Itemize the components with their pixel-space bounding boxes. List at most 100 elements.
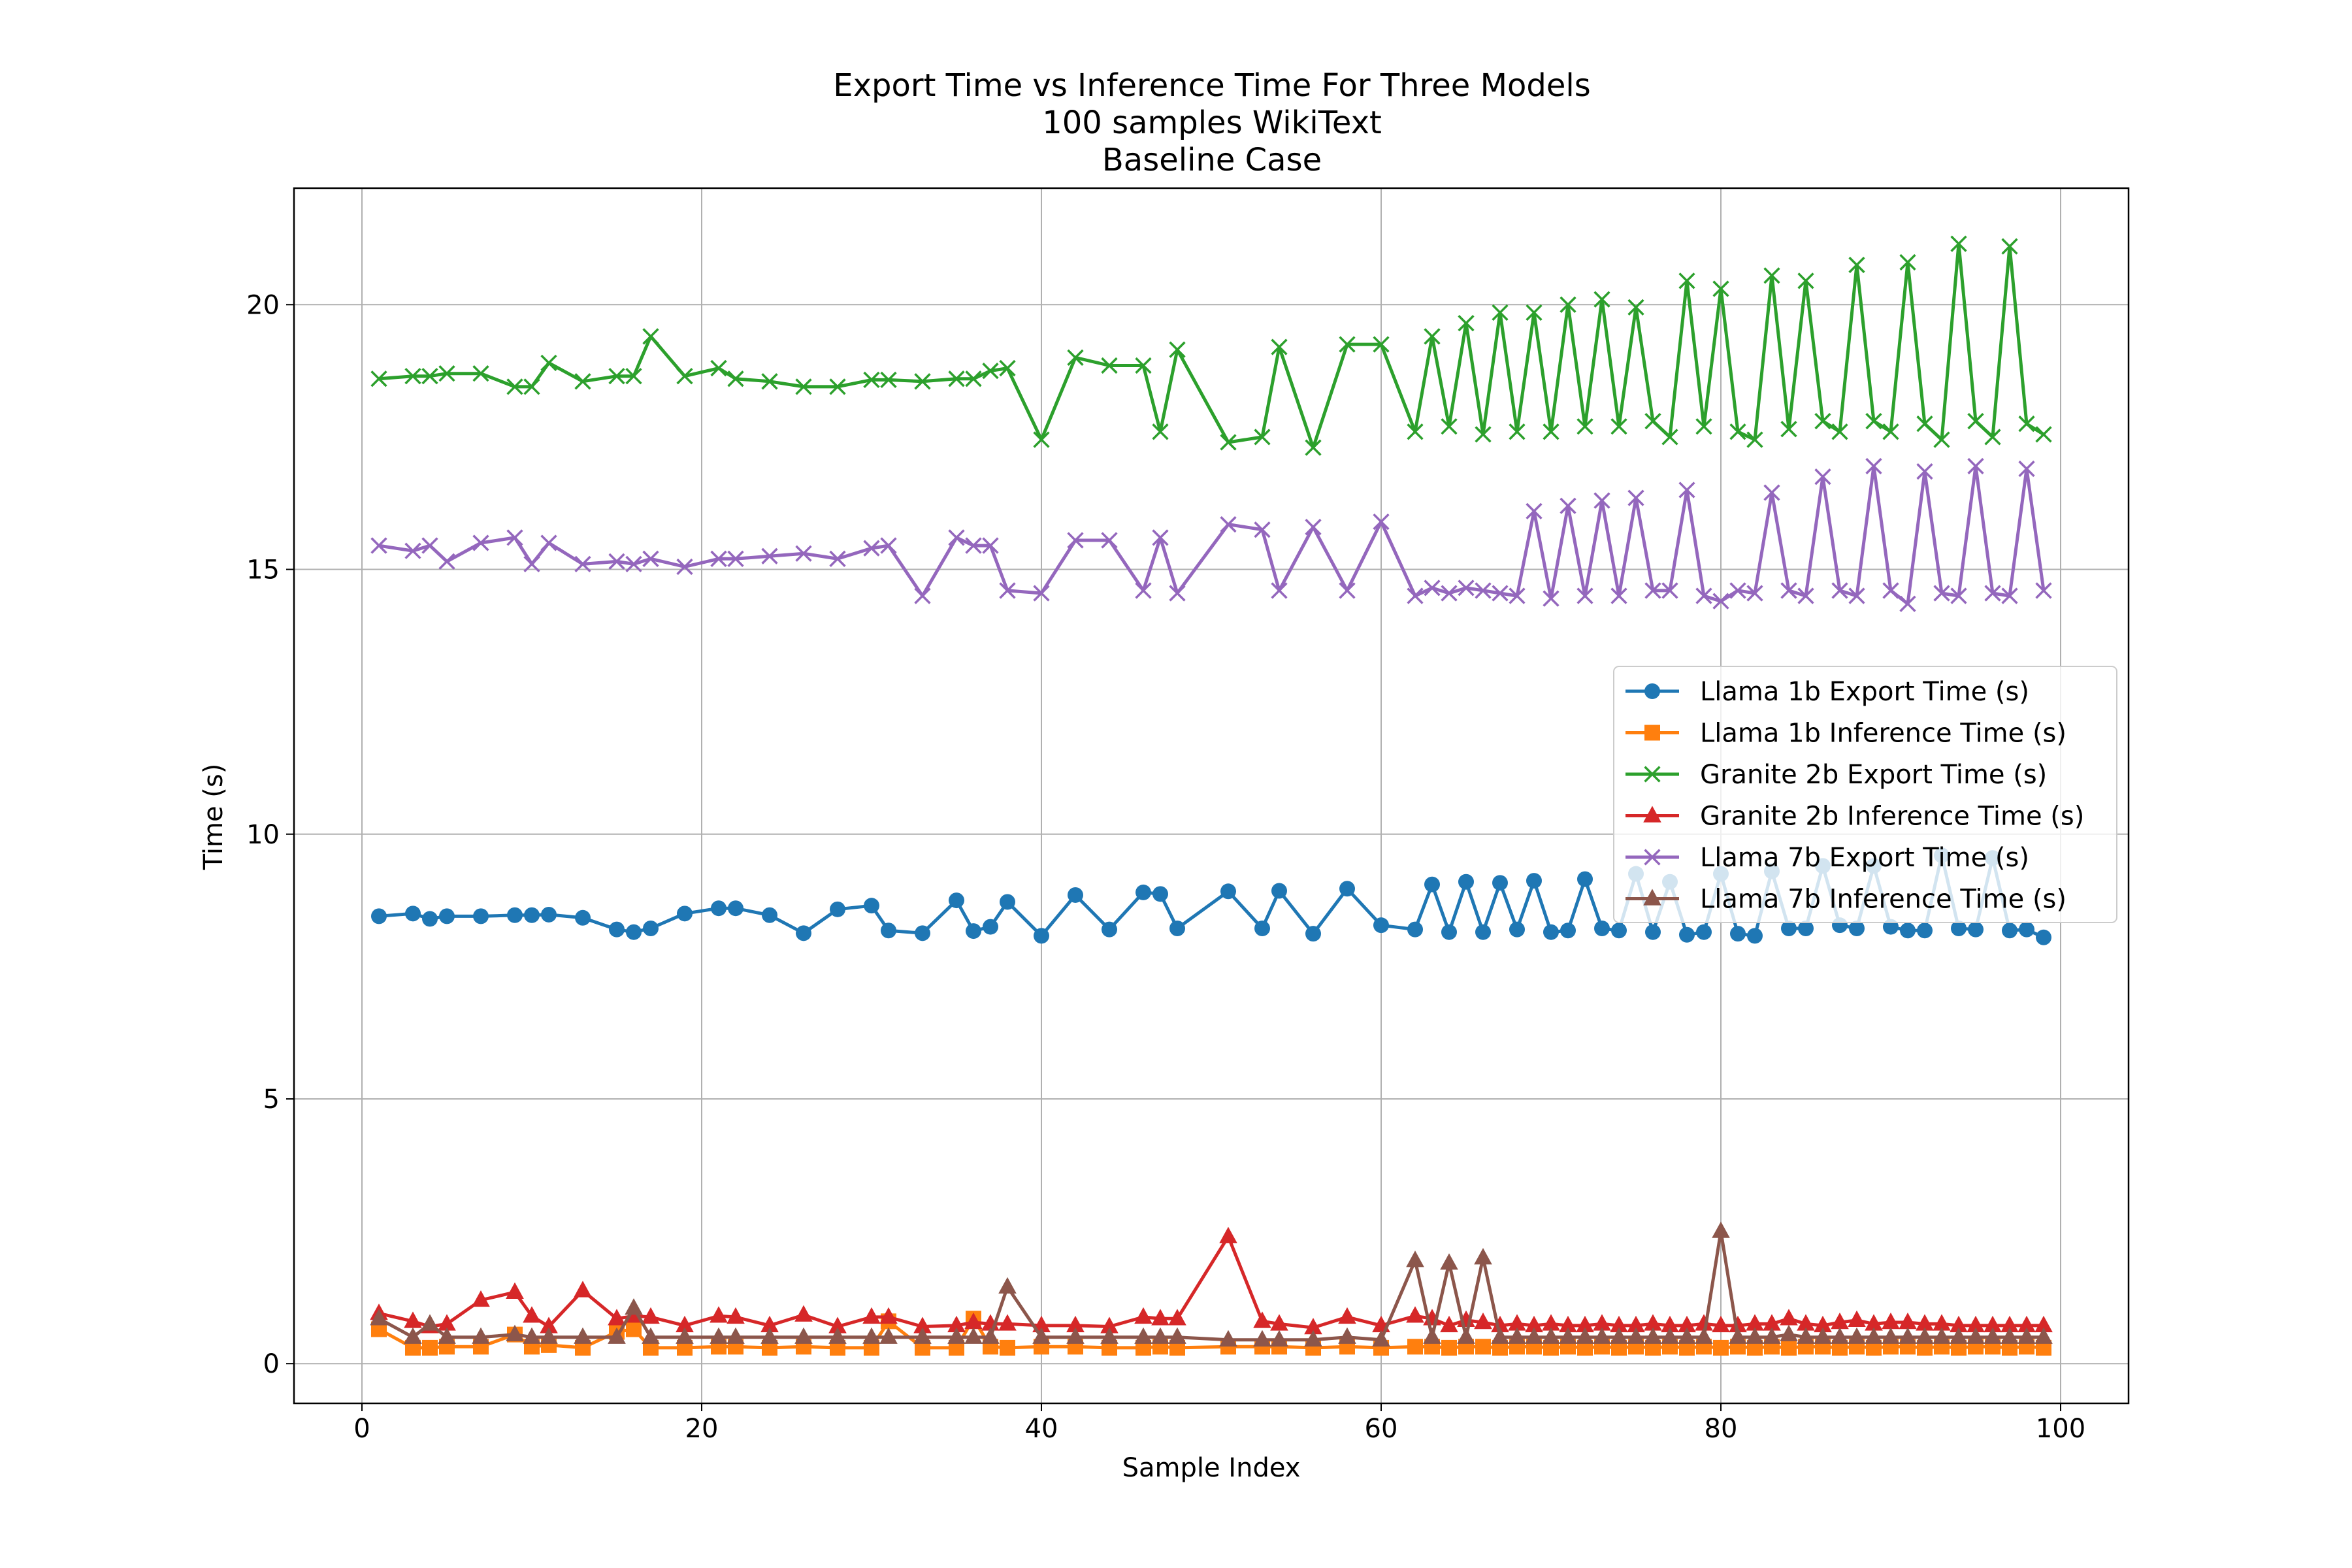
data-point (1491, 1315, 1509, 1333)
data-point (1593, 1314, 1611, 1331)
data-point (1661, 582, 1678, 599)
data-point (1034, 928, 1049, 944)
data-point (1441, 924, 1457, 940)
data-point (879, 1307, 898, 1324)
data-point (574, 1281, 592, 1298)
data-point (1134, 1307, 1152, 1324)
data-point (1933, 1327, 1951, 1344)
data-point (1831, 1327, 1849, 1344)
data-point (1984, 1327, 2002, 1344)
data-point (1763, 1327, 1781, 1344)
data-point (1984, 429, 2001, 446)
data-point (523, 1306, 541, 1323)
data-point (727, 1327, 745, 1344)
data-point (1933, 1314, 1951, 1331)
data-point (1407, 921, 1423, 938)
data-point (1305, 926, 1321, 942)
data-point (438, 1314, 456, 1331)
data-point (1610, 418, 1627, 435)
data-point (760, 1327, 779, 1344)
data-point (1967, 412, 1984, 430)
series-3 (370, 1226, 2053, 1335)
data-point (1678, 1327, 1696, 1344)
data-point (794, 1327, 813, 1344)
data-point (1712, 593, 1729, 610)
data-point (1695, 1314, 1713, 1331)
data-point (1593, 492, 1610, 509)
legend-marker (1644, 683, 1660, 699)
data-point (676, 368, 693, 385)
data-point (1679, 926, 1695, 943)
data-point (1984, 1315, 2002, 1333)
data-point (1440, 1253, 1458, 1270)
data-point (422, 1339, 438, 1356)
data-point (1440, 1315, 1458, 1333)
legend-box (1613, 666, 2117, 923)
data-point (1678, 482, 1695, 498)
data-point (1627, 299, 1644, 316)
data-point (472, 1327, 490, 1344)
x-tick-label: 100 (2036, 1414, 2085, 1444)
data-point (1560, 296, 1576, 313)
grid (294, 188, 2129, 1403)
data-point (1219, 1226, 1237, 1243)
data-point (1474, 1248, 1492, 1265)
data-point (1576, 418, 1593, 435)
data-point (472, 365, 489, 382)
data-point (1900, 923, 1916, 939)
data-point (608, 1327, 626, 1344)
data-point (1168, 1309, 1186, 1326)
data-point (1882, 1327, 1900, 1344)
data-point (1424, 580, 1441, 596)
data-point (828, 1327, 847, 1344)
data-point (1746, 1327, 1764, 1344)
data-point (1033, 431, 1050, 448)
data-point (1474, 1313, 1492, 1330)
data-point (1848, 256, 1865, 274)
data-point (1543, 590, 1560, 607)
data-point (1304, 1330, 1322, 1347)
data-point (574, 373, 591, 390)
data-point (1067, 532, 1084, 549)
data-point (1968, 921, 1984, 938)
data-point (762, 907, 777, 923)
data-point (1627, 1327, 1645, 1344)
data-point (1526, 502, 1543, 520)
data-point (1475, 426, 1492, 443)
data-point (830, 901, 845, 917)
data-point (1135, 357, 1152, 374)
data-point (1271, 338, 1288, 355)
data-point (370, 1309, 388, 1326)
data-point (864, 898, 879, 914)
data-point (1492, 875, 1508, 891)
data-point (1560, 497, 1576, 514)
data-point (1373, 336, 1390, 353)
data-point (1627, 489, 1644, 506)
data-point (1967, 1327, 1985, 1344)
data-point (1593, 1327, 1611, 1344)
data-point (880, 537, 897, 554)
data-point (1899, 253, 1916, 271)
data-point (1254, 521, 1271, 538)
data-point (506, 1324, 524, 1341)
data-point (915, 925, 930, 941)
data-point (1882, 582, 1899, 599)
data-point (1169, 341, 1186, 358)
data-point (523, 1327, 541, 1344)
data-point (761, 373, 778, 390)
data-point (1849, 921, 1865, 937)
data-point (964, 1327, 983, 1344)
data-point (1899, 1313, 1917, 1330)
data-point (1559, 1327, 1577, 1344)
data-point (540, 1327, 558, 1344)
series-layer (370, 235, 2053, 1356)
y-tick-label: 10 (246, 820, 280, 850)
chart-title-line-3: Baseline Case (1102, 142, 1322, 178)
data-point (1151, 1327, 1169, 1344)
data-point (1781, 921, 1797, 937)
data-point (1152, 886, 1168, 902)
data-point (1695, 418, 1712, 435)
data-point (1627, 1315, 1645, 1333)
data-point (2018, 416, 2035, 433)
data-point (404, 1311, 422, 1328)
